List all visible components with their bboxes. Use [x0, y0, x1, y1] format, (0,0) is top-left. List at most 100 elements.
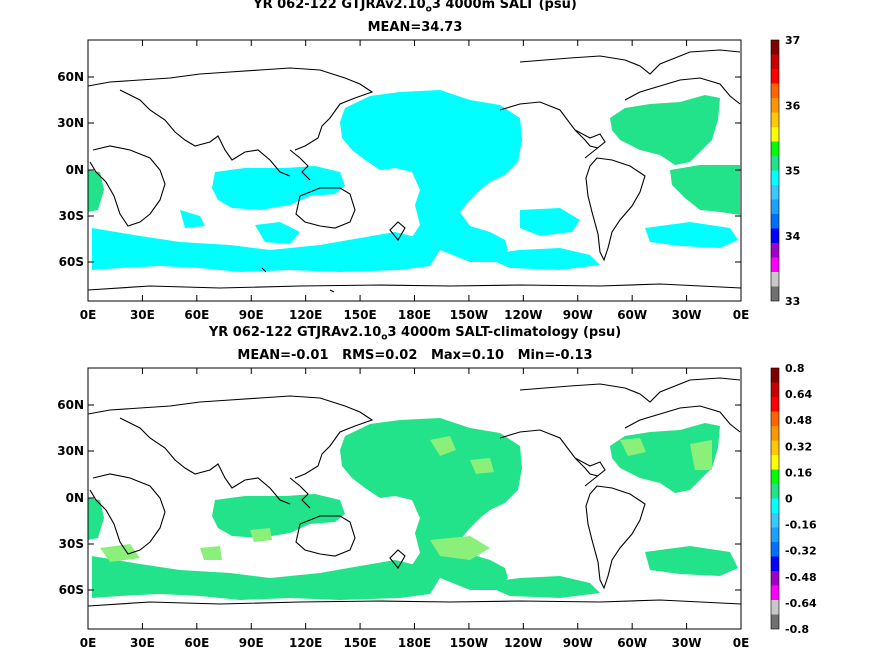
- coastlines: [88, 377, 741, 607]
- colorbar-swatch: [771, 54, 779, 69]
- colorbar-swatch: [771, 411, 779, 426]
- colorbar-swatch: [771, 368, 779, 383]
- lon-label: 120E: [289, 636, 322, 650]
- lon-label: 60E: [184, 636, 209, 650]
- colorbar-label: 34: [785, 230, 801, 243]
- lon-label: 60W: [617, 308, 647, 322]
- colorbar-salinity: 37 36 35 34 33: [770, 34, 801, 308]
- lat-label: 60S: [59, 583, 84, 597]
- lon-label: 120E: [289, 308, 322, 322]
- colorbar-swatch: [771, 199, 779, 214]
- field-cyan-pacific: [340, 90, 522, 262]
- colorbar-swatch: [771, 498, 779, 513]
- lon-label: 30E: [130, 636, 155, 650]
- colorbar-swatch: [771, 98, 779, 113]
- lat-label: 30S: [59, 209, 84, 223]
- lat-label: 30N: [57, 116, 84, 130]
- map-panel-salinity-anomaly: 60N 30N 0N 30S 60S 0E 30E 60E 90E 120E 150E 180E 15…: [57, 362, 817, 650]
- panel1-title: YR 062-122 GTJRAv2.10o3 4000m SALT (psu): [253, 0, 577, 15]
- field-green-west-africa: [88, 170, 104, 212]
- lat-label: 0N: [66, 491, 84, 505]
- anomaly-field: [88, 418, 738, 600]
- lat-axis: 60N 30N 0N 30S 60S: [57, 70, 741, 269]
- lon-label: 60E: [184, 308, 209, 322]
- colorbar-swatch: [771, 83, 779, 98]
- lon-label: 90W: [563, 636, 593, 650]
- colorbar-swatch: [771, 272, 779, 287]
- colorbar-swatch: [771, 228, 779, 243]
- colorbar-swatch: [771, 556, 779, 571]
- lon-label: 120W: [504, 636, 542, 650]
- lat-label: 30S: [59, 537, 84, 551]
- field-green-south-atlantic: [480, 546, 738, 598]
- lat-label: 60N: [57, 398, 84, 412]
- lat-axis: 60N 30N 0N 30S 60S: [57, 398, 741, 597]
- lat-label: 0N: [66, 163, 84, 177]
- lon-label: 180E: [398, 308, 431, 322]
- salinity-field: [88, 90, 740, 272]
- colorbar-label: -0.64: [785, 597, 817, 610]
- colorbar-swatch: [771, 156, 779, 171]
- lon-label: 30W: [672, 308, 702, 322]
- lon-label: 150W: [450, 636, 488, 650]
- panel2-stats: MEAN=-0.01 RMS=0.02 Max=0.10 Min=-0.13: [237, 348, 593, 363]
- lon-axis: 0E 30E 60E 90E 120E 150E 180E 150W 120W 90W 60W 30W…: [80, 368, 750, 650]
- colorbar-label: -0.32: [785, 545, 817, 558]
- field-lightgreen-patches: [100, 436, 712, 562]
- lon-label: 0E: [733, 636, 750, 650]
- colorbar-label: 35: [785, 165, 800, 178]
- colorbar-swatch: [771, 40, 779, 55]
- colorbar-swatch: [771, 170, 779, 185]
- field-green-indian: [212, 494, 345, 538]
- coastlines: [88, 49, 741, 293]
- colorbar-label: 0.64: [785, 388, 812, 401]
- colorbar-label: 0.8: [785, 362, 805, 375]
- colorbar-label: 33: [785, 295, 800, 308]
- colorbar-swatch: [771, 127, 779, 142]
- lon-label: 150W: [450, 308, 488, 322]
- colorbar-swatch: [771, 484, 779, 499]
- colorbar-label: 0.48: [785, 414, 812, 427]
- colorbar-swatch: [771, 426, 779, 441]
- colorbar-label: -0.48: [785, 571, 817, 584]
- colorbar-anomaly: 0.8 0.64 0.48 0.32 0.16 0 -0.16 -0.32 -0.48 -0.64…: [770, 362, 817, 636]
- lon-label: 60W: [617, 636, 647, 650]
- field-cyan-southern: [92, 228, 440, 272]
- colorbar-frame: [770, 39, 780, 302]
- lon-label: 0E: [80, 636, 97, 650]
- map-panel-salinity: 60N 30N 0N 30S 60S 0E 30E 60E 90E 120E 150E 180E 15…: [57, 34, 800, 322]
- lon-label: 90E: [239, 636, 264, 650]
- colorbar-swatch: [771, 440, 779, 455]
- field-cyan-south-indian: [180, 210, 300, 244]
- colorbar-label: 36: [785, 99, 801, 112]
- colorbar-label: -0.8: [785, 623, 809, 636]
- lon-label: 90W: [563, 308, 593, 322]
- colorbar-swatch: [771, 455, 779, 470]
- lon-axis: 0E 30E 60E 90E 120E 150E 180E 150W 120W 90W 60W 30W…: [80, 40, 750, 322]
- lon-label: 0E: [80, 308, 97, 322]
- colorbar-swatch: [771, 243, 779, 258]
- lon-label: 180E: [398, 636, 431, 650]
- field-cyan-se-pacific: [480, 208, 600, 270]
- colorbar-swatch: [771, 513, 779, 528]
- colorbar-swatch: [771, 286, 779, 301]
- lon-label: 30E: [130, 308, 155, 322]
- colorbar-label: 0: [785, 493, 793, 506]
- colorbar-swatch: [771, 585, 779, 600]
- colorbar-swatch: [771, 185, 779, 200]
- lon-label: 0E: [733, 308, 750, 322]
- lon-label: 150E: [343, 636, 376, 650]
- colorbar-swatch: [771, 257, 779, 272]
- colorbar-label: 0.32: [785, 440, 812, 453]
- colorbar-swatch: [771, 469, 779, 484]
- colorbar-swatch: [771, 397, 779, 412]
- lon-label: 150E: [343, 308, 376, 322]
- colorbar-swatch: [771, 141, 779, 156]
- colorbar-swatch: [771, 614, 779, 629]
- colorbar-swatch: [771, 571, 779, 586]
- colorbar-frame: [770, 367, 780, 630]
- lat-label: 60N: [57, 70, 84, 84]
- field-green-north-atlantic: [610, 95, 720, 165]
- field-cyan-south-atlantic: [645, 222, 738, 248]
